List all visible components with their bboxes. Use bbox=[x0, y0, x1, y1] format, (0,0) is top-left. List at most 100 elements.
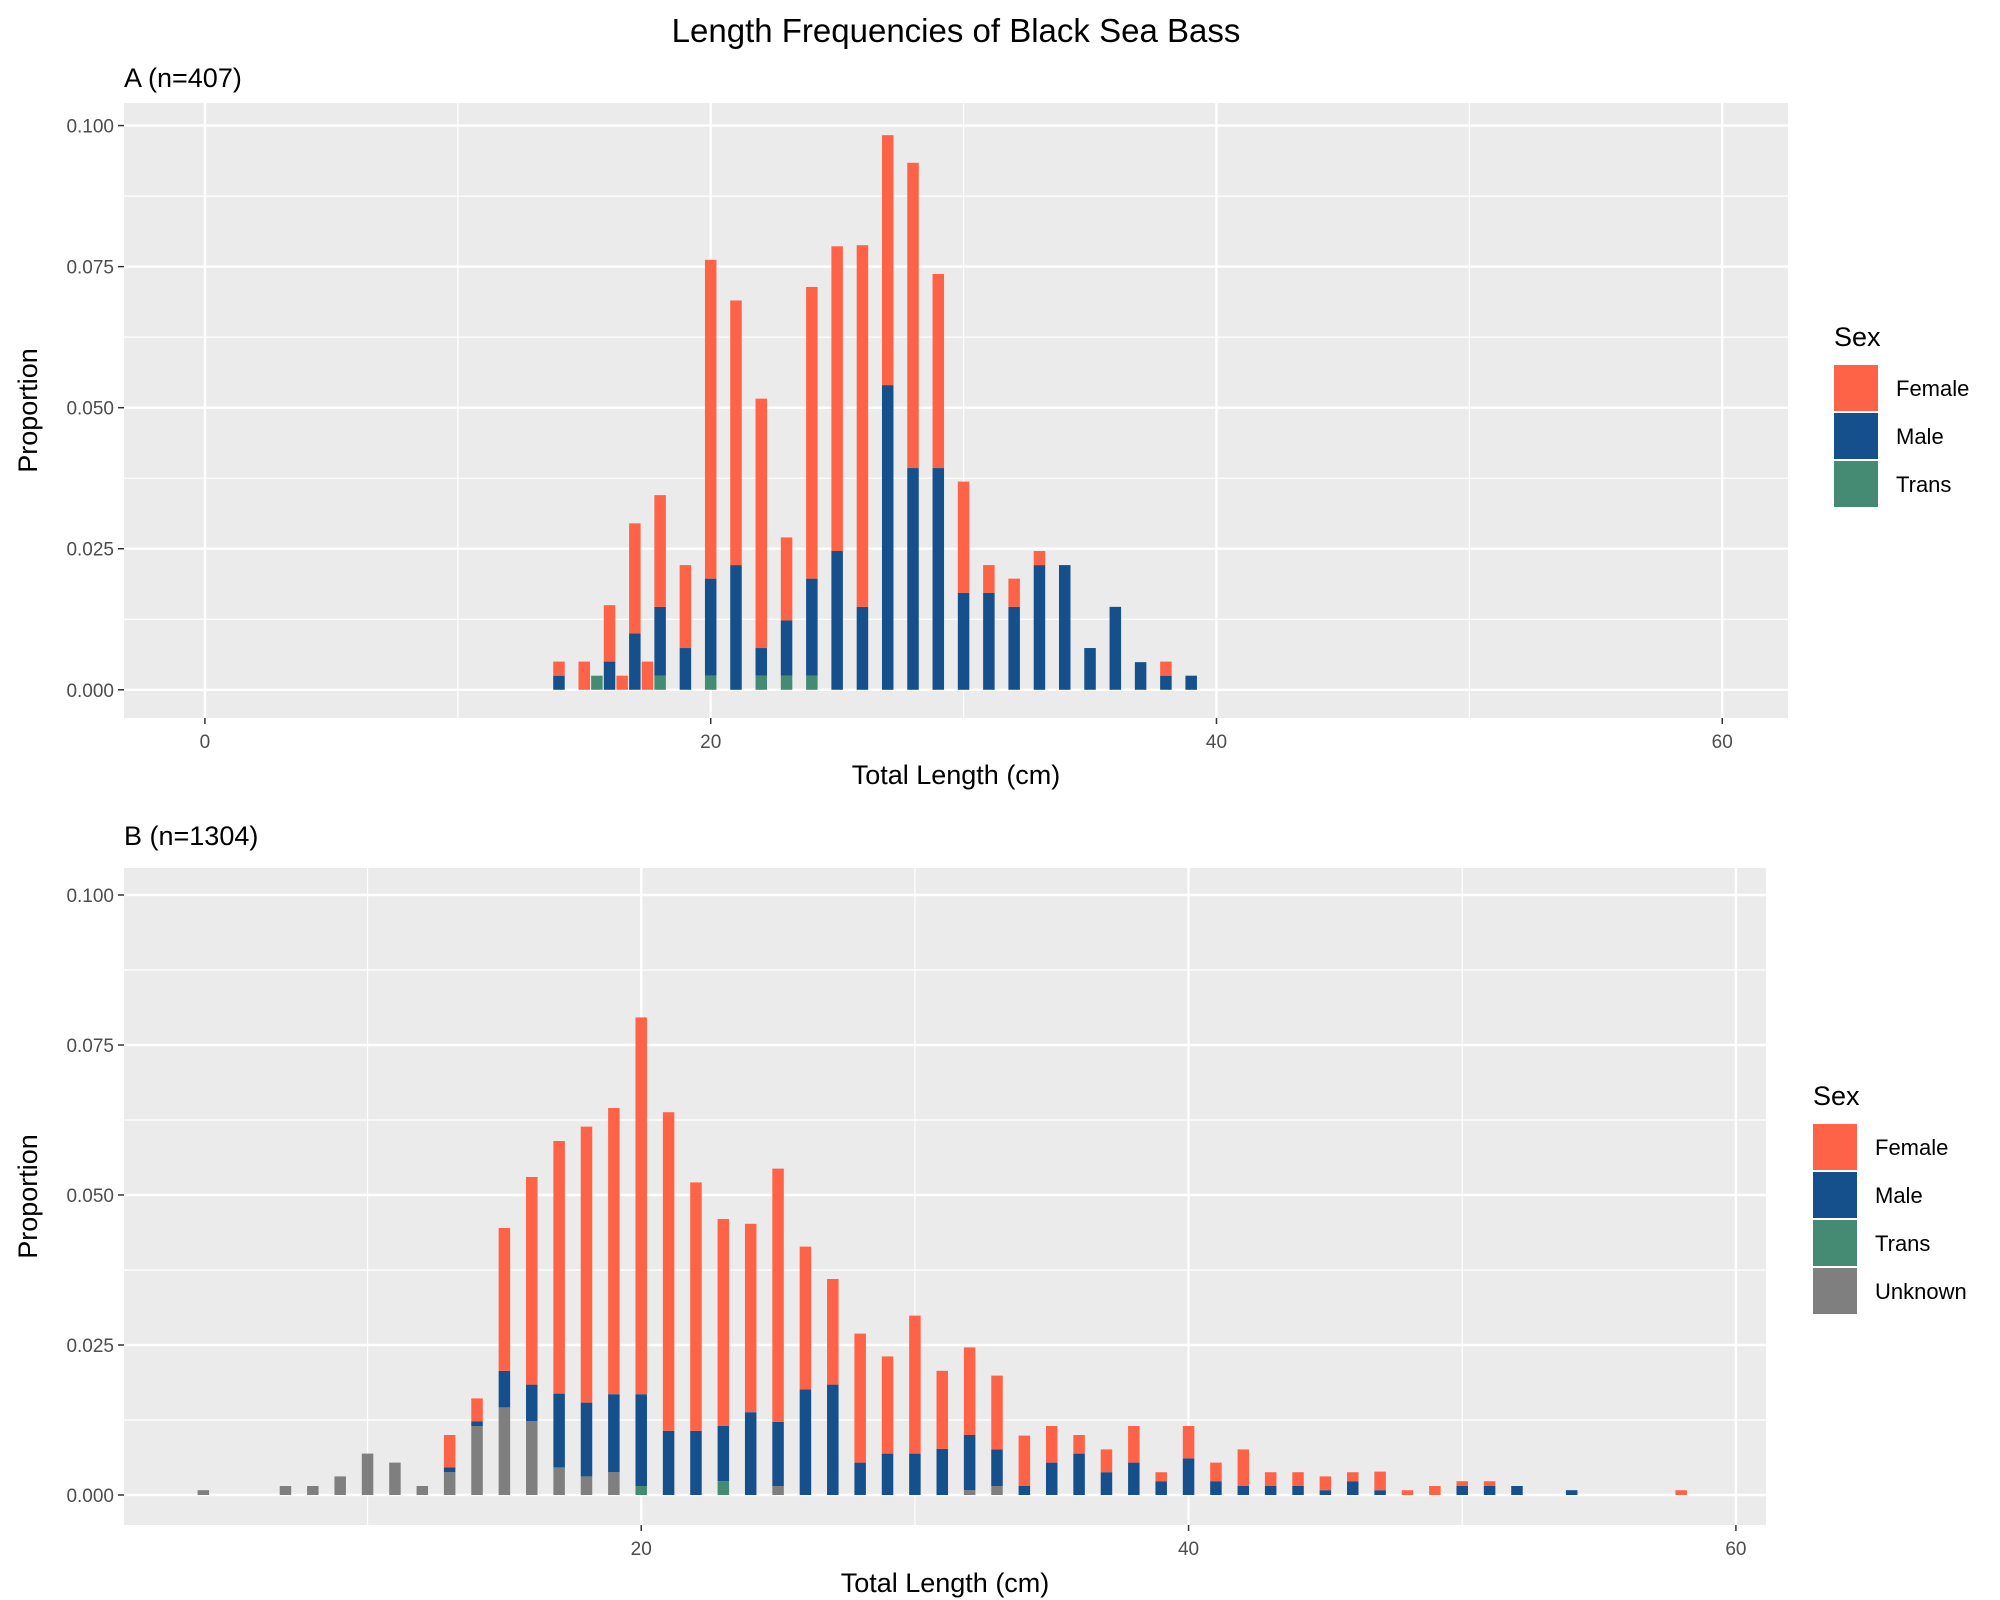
bar-female bbox=[679, 565, 692, 649]
y-tick-label: 0.100 bbox=[66, 117, 114, 138]
bar-female bbox=[730, 300, 742, 566]
bar-male bbox=[806, 578, 818, 676]
y-tick-label: 0.075 bbox=[66, 258, 114, 279]
bar-female bbox=[963, 1347, 976, 1435]
bar-male bbox=[1045, 1462, 1058, 1495]
bar-male bbox=[679, 648, 692, 690]
bar-male bbox=[744, 1412, 757, 1495]
bar-female bbox=[1264, 1472, 1277, 1486]
bar-male bbox=[1084, 648, 1096, 690]
bar-unknown bbox=[197, 1490, 210, 1495]
legend-label-trans: Trans bbox=[1896, 472, 1951, 497]
bar-male bbox=[963, 1435, 976, 1491]
bar-female bbox=[443, 1435, 456, 1468]
bar-unknown bbox=[307, 1486, 319, 1495]
bar-female bbox=[1347, 1472, 1359, 1482]
bar-male bbox=[1347, 1481, 1359, 1495]
bar-female bbox=[1160, 661, 1172, 676]
bar-male bbox=[603, 661, 616, 690]
bar-female bbox=[1182, 1426, 1195, 1459]
bar-male bbox=[553, 1393, 565, 1468]
bar-male bbox=[1008, 606, 1020, 690]
legend-label-unknown: Unknown bbox=[1875, 1279, 1967, 1304]
x-tick-label: 60 bbox=[1725, 1539, 1746, 1560]
panel-background bbox=[124, 103, 1788, 718]
bar-male bbox=[553, 675, 565, 690]
bar-male bbox=[635, 1394, 647, 1486]
bar-female bbox=[1210, 1462, 1222, 1482]
bar-female bbox=[553, 661, 565, 676]
legend-key-male bbox=[1813, 1172, 1857, 1218]
bar-male bbox=[991, 1449, 1003, 1486]
bar-female bbox=[881, 1356, 894, 1454]
bar-female bbox=[1237, 1449, 1250, 1486]
bar-male bbox=[1292, 1486, 1304, 1495]
x-tick-label: 40 bbox=[1206, 732, 1227, 753]
main-title: Length Frequencies of Black Sea Bass bbox=[672, 12, 1241, 49]
legend-key-trans bbox=[1813, 1220, 1857, 1266]
bar-female bbox=[635, 1017, 647, 1395]
bar-male bbox=[1374, 1490, 1386, 1495]
bar-male bbox=[1100, 1472, 1113, 1495]
bar-female bbox=[1483, 1481, 1496, 1486]
bar-female bbox=[603, 605, 616, 662]
bar-male bbox=[1511, 1486, 1523, 1495]
bar-trans bbox=[635, 1486, 647, 1495]
bar-female bbox=[780, 537, 793, 621]
bar-male bbox=[907, 468, 919, 690]
bar-female bbox=[1292, 1472, 1304, 1486]
bar-unknown bbox=[608, 1472, 620, 1495]
bar-unknown bbox=[416, 1486, 429, 1495]
bar-male bbox=[1018, 1486, 1031, 1495]
bar-male bbox=[1109, 606, 1122, 690]
y-tick-label: 0.100 bbox=[66, 886, 114, 907]
bar-male bbox=[881, 1453, 894, 1495]
bar-female bbox=[641, 661, 654, 690]
bar-male bbox=[1134, 662, 1147, 690]
y-tick-label: 0.050 bbox=[66, 399, 114, 420]
bar-female bbox=[827, 1279, 839, 1385]
bar-male bbox=[629, 633, 641, 690]
bar-female bbox=[831, 246, 843, 551]
bar-female bbox=[553, 1141, 565, 1394]
bar-male bbox=[983, 592, 995, 690]
bar-male bbox=[730, 565, 742, 690]
y-axis-title: Proportion bbox=[13, 1134, 43, 1259]
bar-male bbox=[1264, 1486, 1277, 1495]
bar-female bbox=[526, 1177, 538, 1385]
bar-male bbox=[1319, 1490, 1332, 1495]
bar-trans bbox=[780, 675, 793, 690]
bar-male bbox=[755, 648, 768, 676]
panel-title: A (n=407) bbox=[124, 63, 242, 93]
bar-female bbox=[616, 675, 628, 690]
bar-unknown bbox=[279, 1486, 292, 1495]
bar-female bbox=[936, 1370, 949, 1449]
bar-female bbox=[983, 565, 995, 593]
bar-unknown bbox=[553, 1467, 565, 1495]
bar-female bbox=[1429, 1486, 1441, 1495]
y-tick-label: 0.025 bbox=[66, 1336, 114, 1357]
x-axis-title: Total Length (cm) bbox=[852, 760, 1061, 790]
bar-male bbox=[498, 1370, 511, 1408]
bar-male bbox=[780, 620, 793, 676]
legend-key-trans bbox=[1834, 461, 1878, 507]
x-axis-title: Total Length (cm) bbox=[841, 1568, 1050, 1598]
bar-female bbox=[1008, 578, 1020, 607]
bar-male bbox=[608, 1394, 620, 1473]
y-tick-label: 0.050 bbox=[66, 1186, 114, 1207]
bar-female bbox=[991, 1375, 1003, 1450]
bar-male bbox=[717, 1426, 730, 1482]
bar-female bbox=[629, 523, 641, 634]
legend-label-female: Female bbox=[1875, 1135, 1948, 1160]
legend-key-unknown bbox=[1813, 1268, 1857, 1314]
bar-male bbox=[1185, 675, 1197, 690]
bar-male bbox=[443, 1467, 456, 1473]
bar-male bbox=[957, 592, 970, 690]
bar-female bbox=[717, 1219, 730, 1426]
bar-trans bbox=[717, 1481, 730, 1495]
bar-female bbox=[772, 1168, 784, 1422]
bar-female bbox=[662, 1112, 675, 1431]
bar-trans bbox=[755, 675, 768, 690]
x-tick-label: 0 bbox=[200, 732, 211, 753]
